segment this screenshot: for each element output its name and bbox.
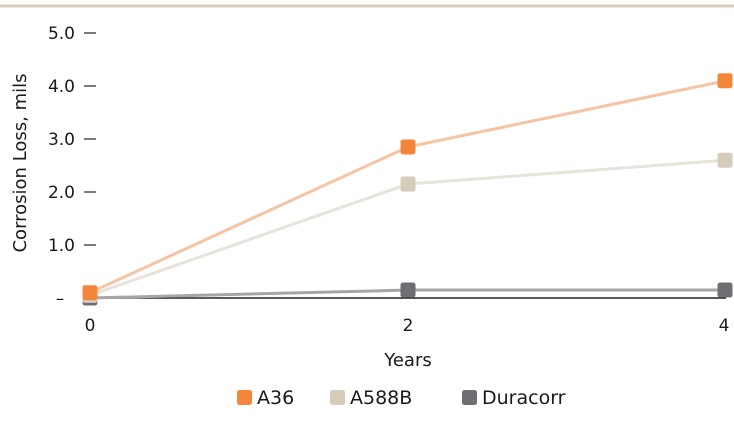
- legend-swatch-duracorr: [462, 390, 477, 405]
- y-axis: – 1.0 2.0 3.0 4.0 5.0: [48, 24, 96, 309]
- y-tick-label: –: [56, 289, 65, 309]
- y-axis-title: Corrosion Loss, mils: [10, 73, 31, 252]
- y-tick-label: 2.0: [48, 183, 75, 203]
- x-tick-label: 2: [403, 316, 414, 336]
- legend-label-a588b: A588B: [350, 387, 412, 409]
- x-axis: 0 2 4: [85, 297, 730, 336]
- x-axis-title: Years: [383, 350, 432, 371]
- x-tick-label: 4: [719, 316, 730, 336]
- data-point-duracorr: [400, 282, 416, 298]
- y-tick-label: 5.0: [48, 24, 75, 44]
- y-tick-label: 4.0: [48, 77, 75, 97]
- y-tick-label: 1.0: [48, 236, 75, 256]
- series-layer: [82, 73, 733, 306]
- x-tick-label: 0: [85, 316, 96, 336]
- data-point-a36: [400, 139, 416, 155]
- data-point-a588b: [717, 152, 733, 168]
- data-point-a36: [717, 73, 733, 89]
- y-tick-label: 3.0: [48, 130, 75, 150]
- legend-swatch-a588b: [330, 390, 345, 405]
- legend: A36 A588B Duracorr: [237, 387, 566, 409]
- data-point-duracorr: [717, 282, 733, 298]
- data-point-a36: [82, 285, 98, 301]
- data-point-a588b: [400, 176, 416, 192]
- legend-label-a36: A36: [257, 387, 294, 409]
- legend-label-duracorr: Duracorr: [482, 387, 566, 409]
- legend-swatch-a36: [237, 390, 252, 405]
